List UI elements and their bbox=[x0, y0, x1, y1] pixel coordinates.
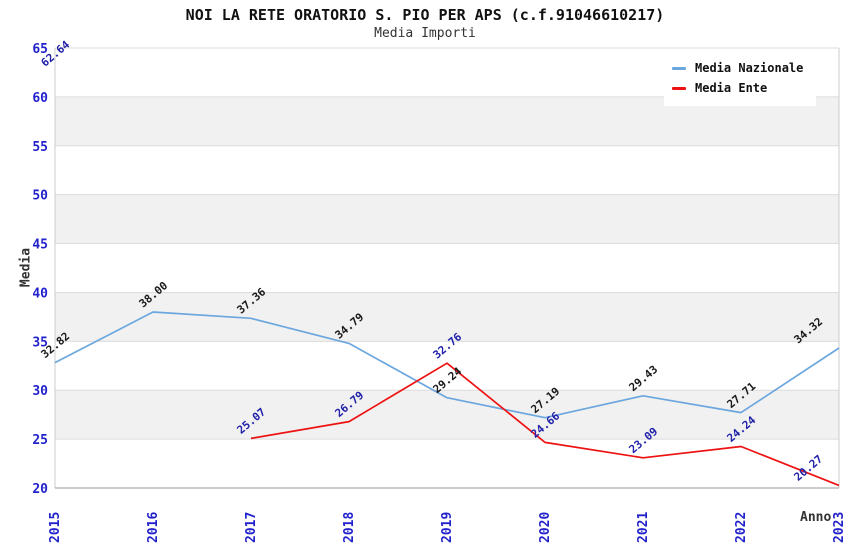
y-tick-label: 30 bbox=[32, 384, 48, 399]
x-tick-label: 2018 bbox=[342, 512, 357, 543]
x-tick-label: 2015 bbox=[48, 512, 63, 543]
y-tick-label: 25 bbox=[32, 433, 48, 448]
y-tick-label: 50 bbox=[32, 189, 48, 204]
x-tick-label: 2022 bbox=[734, 512, 749, 543]
y-tick-label: 20 bbox=[32, 482, 48, 497]
x-tick-label: 2020 bbox=[538, 512, 553, 543]
legend-item-media-ente: Media Ente bbox=[672, 81, 816, 95]
series-line bbox=[250, 362, 840, 487]
series-line bbox=[54, 311, 840, 419]
y-tick-label: 55 bbox=[32, 140, 48, 155]
legend-line-marker-red-icon bbox=[672, 86, 686, 90]
band bbox=[55, 292, 839, 342]
chart-legend: Media Nazionale Media Ente bbox=[664, 50, 816, 106]
y-tick-label: 45 bbox=[32, 238, 48, 253]
chart-title: NOI LA RETE ORATORIO S. PIO PER APS (c.f… bbox=[185, 6, 665, 24]
data-point-label: 29.43 bbox=[627, 363, 661, 394]
y-tick-label: 60 bbox=[32, 91, 48, 106]
x-tick-label: 2019 bbox=[440, 512, 455, 543]
y-tick-label: 40 bbox=[32, 286, 48, 301]
x-axis-title: Anno bbox=[800, 510, 832, 525]
legend-line-marker-blue-icon bbox=[672, 66, 686, 70]
x-tick-label: 2021 bbox=[636, 512, 651, 543]
x-tick-label: 2016 bbox=[146, 512, 161, 543]
legend-label-media-ente: Media Ente bbox=[695, 81, 768, 95]
y-tick-label: 35 bbox=[32, 335, 48, 350]
legend-item-media-nazionale: Media Nazionale bbox=[672, 61, 816, 75]
band bbox=[55, 194, 839, 244]
x-tick-label: 2023 bbox=[832, 512, 847, 543]
legend-label-media-nazionale: Media Nazionale bbox=[695, 61, 804, 75]
y-axis-title: Media bbox=[18, 247, 34, 288]
y-tick-label: 65 bbox=[32, 42, 48, 57]
chart-subtitle: Media Importi bbox=[374, 26, 476, 41]
x-tick-label: 2017 bbox=[244, 512, 259, 543]
